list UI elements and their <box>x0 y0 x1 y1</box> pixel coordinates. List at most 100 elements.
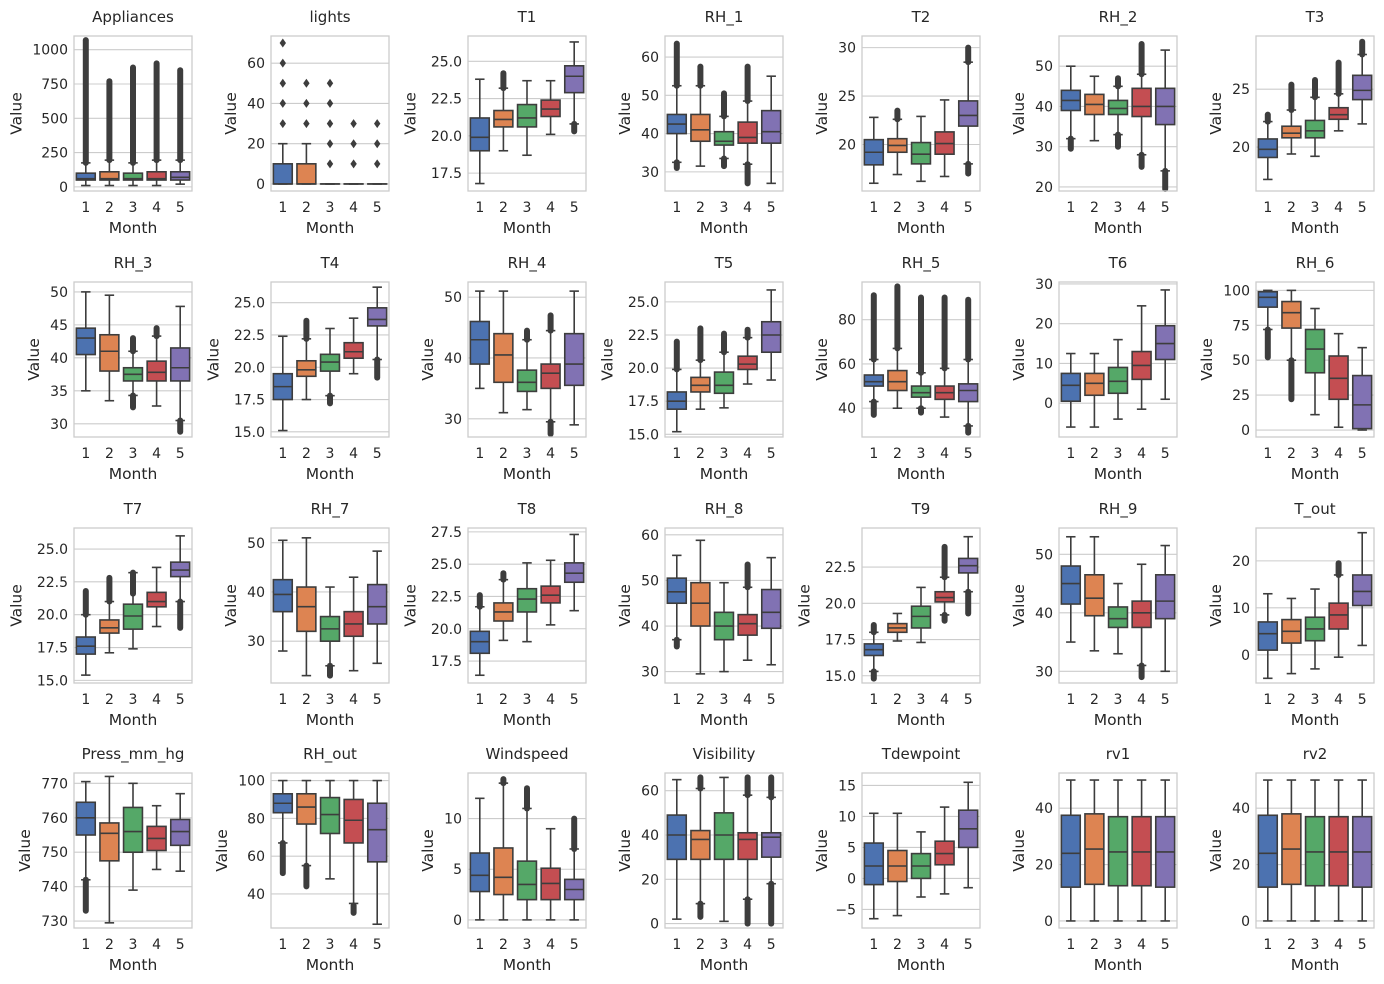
y-tick-label: 20 <box>838 138 856 154</box>
box-month-4 <box>1131 563 1152 681</box>
box-iqr <box>516 587 538 613</box>
x-tick-label: 4 <box>743 692 752 708</box>
x-tick-label: 4 <box>1137 937 1146 953</box>
subplot-title: RH_8 <box>705 500 744 519</box>
y-tick-label: 730 <box>41 914 68 930</box>
box-month-3 <box>516 327 538 411</box>
x-tick-label: 5 <box>964 692 973 708</box>
box-iqr <box>99 619 120 634</box>
x-tick-label: 4 <box>1137 200 1146 216</box>
x-tick-label: 5 <box>1358 937 1367 953</box>
x-tick-label: 2 <box>893 200 902 216</box>
x-tick-label: 4 <box>546 937 555 953</box>
subplot-title: Tdewpoint <box>881 745 961 763</box>
box-month-2 <box>887 612 908 642</box>
y-axis-label: Value <box>402 584 420 627</box>
plot-frame <box>1255 772 1375 929</box>
x-axis-label: Month <box>1291 219 1340 237</box>
x-tick-label: 1 <box>81 200 90 216</box>
x-tick-label: 3 <box>1311 446 1320 462</box>
subplot-t5: 15.0 17.5 20.0 22.5 25.0 1 2 3 4 5 T5 Month Value <box>599 254 784 483</box>
box-month-1 <box>666 40 688 172</box>
box-month-3 <box>910 294 932 416</box>
box-iqr <box>760 831 782 858</box>
x-tick-label: 3 <box>917 937 926 953</box>
x-tick-label: 4 <box>546 692 555 708</box>
box-iqr <box>469 852 491 893</box>
box-month-1 <box>75 780 97 914</box>
box-iqr <box>1351 574 1373 607</box>
y-tick-label: 20 <box>1035 180 1053 196</box>
box-month-1 <box>272 38 294 185</box>
subplot-rh-1: 30 40 50 60 1 2 3 4 5 RH_1 Month Value <box>616 8 784 237</box>
x-tick-label: 2 <box>893 937 902 953</box>
box-iqr <box>737 831 758 861</box>
box-month-2 <box>1084 779 1105 922</box>
box-month-5 <box>957 781 979 889</box>
y-tick-label: 60 <box>641 784 659 800</box>
box-iqr <box>1084 573 1105 617</box>
x-tick-label: 3 <box>1114 446 1123 462</box>
box-month-2 <box>99 78 120 187</box>
box-iqr <box>516 103 538 128</box>
box-month-3 <box>319 78 341 185</box>
box-iqr <box>493 847 514 896</box>
x-axis-label: Month <box>1094 711 1143 729</box>
y-axis-label: Value <box>813 829 831 872</box>
x-axis-label: Month <box>503 465 552 483</box>
y-tick-label: 15.0 <box>234 425 265 441</box>
box-month-5 <box>760 289 782 381</box>
box-month-3 <box>1107 582 1129 655</box>
box-month-4 <box>737 326 758 385</box>
plot-frame <box>270 527 390 684</box>
y-tick-label: 17.5 <box>37 641 68 657</box>
y-tick-label: 770 <box>41 776 68 792</box>
box-month-5 <box>1154 289 1176 401</box>
subplot-appliances: 0 250 500 750 1000 1 2 3 4 5 Appliances Month Value <box>8 8 193 237</box>
x-tick-label: 3 <box>523 937 532 953</box>
box-month-3 <box>319 586 341 679</box>
box-month-1 <box>666 778 688 920</box>
box-month-5 <box>957 44 979 177</box>
y-tick-label: 45 <box>50 318 68 334</box>
box-month-2 <box>493 290 514 414</box>
plot-frame <box>467 281 587 438</box>
x-tick-label: 5 <box>1358 200 1367 216</box>
x-tick-label: 4 <box>349 446 358 462</box>
box-iqr <box>516 369 538 393</box>
x-tick-label: 4 <box>152 937 161 953</box>
y-tick-label: 0 <box>1241 914 1250 930</box>
box-month-3 <box>713 330 735 409</box>
box-iqr <box>1328 602 1349 630</box>
x-tick-label: 1 <box>672 446 681 462</box>
x-axis-label: Month <box>503 956 552 974</box>
y-tick-label: 750 <box>41 845 68 861</box>
box-month-5 <box>1154 544 1176 673</box>
box-month-3 <box>1304 76 1326 158</box>
box-month-1 <box>469 797 491 921</box>
x-axis-label: Month <box>503 711 552 729</box>
y-tick-label: 25.0 <box>37 542 68 558</box>
y-tick-label: 60 <box>641 50 659 66</box>
y-tick-label: 0 <box>1044 914 1053 930</box>
box-iqr <box>99 822 120 862</box>
x-tick-label: 4 <box>940 446 949 462</box>
x-tick-label: 1 <box>1263 937 1272 953</box>
box-month-2 <box>690 325 711 410</box>
x-tick-label: 3 <box>326 446 335 462</box>
x-tick-label: 2 <box>1090 446 1099 462</box>
box-month-2 <box>493 570 514 642</box>
y-tick-label: 40 <box>247 96 265 112</box>
box-month-5 <box>366 550 388 665</box>
box-month-4 <box>1131 41 1152 170</box>
box-iqr <box>296 163 317 185</box>
box-iqr <box>957 100 979 127</box>
y-axis-label: Value <box>8 584 26 627</box>
x-axis-label: Month <box>897 219 946 237</box>
x-tick-label: 4 <box>940 937 949 953</box>
box-month-3 <box>319 779 341 880</box>
box-month-1 <box>1257 779 1279 922</box>
outlier-point <box>350 139 357 149</box>
x-axis-label: Month <box>306 219 355 237</box>
box-month-5 <box>1351 38 1373 125</box>
